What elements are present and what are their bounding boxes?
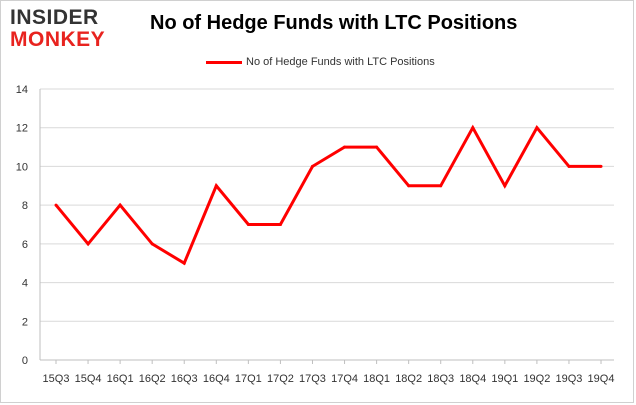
- y-tick-label-0: 0: [22, 355, 28, 367]
- series-line-0: [54, 124, 601, 266]
- data-point-17Q3: [310, 164, 314, 168]
- logo-line-insider: INSIDER: [10, 6, 99, 29]
- data-point-15Q3: [54, 203, 58, 207]
- data-point-19Q4: [599, 164, 603, 168]
- y-tick-label-8: 8: [22, 200, 28, 212]
- data-point-18Q1: [375, 145, 379, 149]
- x-tick-label-17Q4: 17Q4: [331, 373, 358, 385]
- x-tick-label-16Q3: 16Q3: [171, 373, 198, 385]
- x-tick-label-15Q4: 15Q4: [75, 373, 102, 385]
- data-point-17Q1: [246, 223, 250, 226]
- y-tick-label-4: 4: [22, 278, 28, 290]
- y-tick-label-6: 6: [22, 239, 28, 251]
- x-tick-label-19Q2: 19Q2: [523, 373, 550, 385]
- x-tick-label-16Q1: 16Q1: [107, 373, 134, 385]
- legend-label: No of Hedge Funds with LTC Positions: [246, 56, 435, 68]
- data-point-18Q4: [471, 126, 475, 130]
- insider-monkey-logo: INSIDER MONKEY: [10, 6, 105, 50]
- x-tick-label-19Q3: 19Q3: [555, 373, 582, 385]
- x-tick-label-19Q4: 19Q4: [588, 373, 615, 385]
- chart-legend: No of Hedge Funds with LTC Positions: [206, 54, 435, 70]
- data-point-16Q3: [182, 261, 186, 265]
- legend-swatch: [206, 60, 242, 64]
- x-tick-label-18Q1: 18Q1: [363, 373, 390, 385]
- x-tick-label-18Q4: 18Q4: [459, 373, 486, 385]
- data-point-16Q4: [214, 184, 218, 188]
- data-point-18Q2: [407, 184, 411, 188]
- x-tick-label-18Q2: 18Q2: [395, 373, 422, 385]
- y-tick-label-2: 2: [22, 316, 28, 328]
- x-tick-label-15Q3: 15Q3: [43, 373, 70, 385]
- data-point-16Q2: [150, 242, 154, 246]
- data-point-19Q2: [535, 126, 539, 130]
- x-tick-label-19Q1: 19Q1: [491, 373, 518, 385]
- chart-title: No of Hedge Funds with LTC Positions: [150, 12, 518, 34]
- data-point-15Q4: [86, 242, 90, 246]
- data-point-19Q3: [567, 164, 571, 168]
- logo-line-monkey: MONKEY: [10, 28, 105, 50]
- data-point-16Q1: [118, 203, 122, 207]
- x-tick-label-18Q3: 18Q3: [427, 373, 454, 385]
- data-point-17Q2: [278, 223, 282, 226]
- y-tick-label-12: 12: [16, 123, 28, 135]
- y-tick-label-14: 14: [16, 84, 28, 96]
- x-tick-label-17Q1: 17Q1: [235, 373, 262, 385]
- data-point-17Q4: [343, 145, 347, 149]
- y-tick-label-10: 10: [16, 161, 28, 173]
- x-tick-label-16Q2: 16Q2: [139, 373, 166, 385]
- x-tick-label-17Q2: 17Q2: [267, 373, 294, 385]
- x-tick-label-17Q3: 17Q3: [299, 373, 326, 385]
- data-point-19Q1: [503, 184, 507, 188]
- data-point-18Q3: [439, 184, 443, 188]
- x-tick-label-16Q4: 16Q4: [203, 373, 230, 385]
